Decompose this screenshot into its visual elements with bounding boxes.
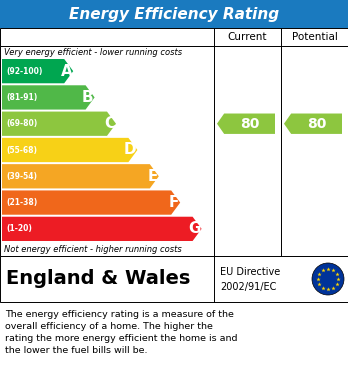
Polygon shape xyxy=(2,111,116,136)
Text: The energy efficiency rating is a measure of the: The energy efficiency rating is a measur… xyxy=(5,310,234,319)
Text: B: B xyxy=(82,90,94,105)
Text: F: F xyxy=(169,195,179,210)
Text: C: C xyxy=(104,116,115,131)
Circle shape xyxy=(312,263,344,295)
Text: D: D xyxy=(124,142,136,158)
Text: rating the more energy efficient the home is and: rating the more energy efficient the hom… xyxy=(5,334,237,343)
Bar xyxy=(0,28,348,46)
Bar xyxy=(214,46,281,256)
Text: 80: 80 xyxy=(307,117,326,131)
Polygon shape xyxy=(2,217,201,241)
Polygon shape xyxy=(2,138,137,162)
Text: England & Wales: England & Wales xyxy=(6,269,190,289)
Text: (92-100): (92-100) xyxy=(6,66,42,75)
Polygon shape xyxy=(2,85,95,109)
Bar xyxy=(0,0,348,28)
Text: overall efficiency of a home. The higher the: overall efficiency of a home. The higher… xyxy=(5,322,213,331)
Text: Potential: Potential xyxy=(292,32,338,42)
Text: Energy Efficiency Rating: Energy Efficiency Rating xyxy=(69,7,279,22)
Text: Current: Current xyxy=(228,32,267,42)
Polygon shape xyxy=(2,59,73,83)
Text: (81-91): (81-91) xyxy=(6,93,37,102)
Text: (1-20): (1-20) xyxy=(6,224,32,233)
Text: G: G xyxy=(188,221,200,236)
Bar xyxy=(281,46,348,256)
Bar xyxy=(0,256,348,302)
Polygon shape xyxy=(217,113,275,134)
Text: A: A xyxy=(61,64,72,79)
Bar xyxy=(0,46,214,256)
Text: the lower the fuel bills will be.: the lower the fuel bills will be. xyxy=(5,346,148,355)
Text: (55-68): (55-68) xyxy=(6,145,37,154)
Text: 2002/91/EC: 2002/91/EC xyxy=(220,282,276,292)
Text: (39-54): (39-54) xyxy=(6,172,37,181)
Text: 80: 80 xyxy=(240,117,259,131)
Polygon shape xyxy=(2,190,180,215)
Text: Not energy efficient - higher running costs: Not energy efficient - higher running co… xyxy=(4,245,182,254)
Polygon shape xyxy=(284,113,342,134)
Polygon shape xyxy=(2,164,159,188)
Text: E: E xyxy=(148,169,158,184)
Text: Very energy efficient - lower running costs: Very energy efficient - lower running co… xyxy=(4,48,182,57)
Text: (69-80): (69-80) xyxy=(6,119,37,128)
Text: (21-38): (21-38) xyxy=(6,198,37,207)
Text: EU Directive: EU Directive xyxy=(220,267,280,277)
